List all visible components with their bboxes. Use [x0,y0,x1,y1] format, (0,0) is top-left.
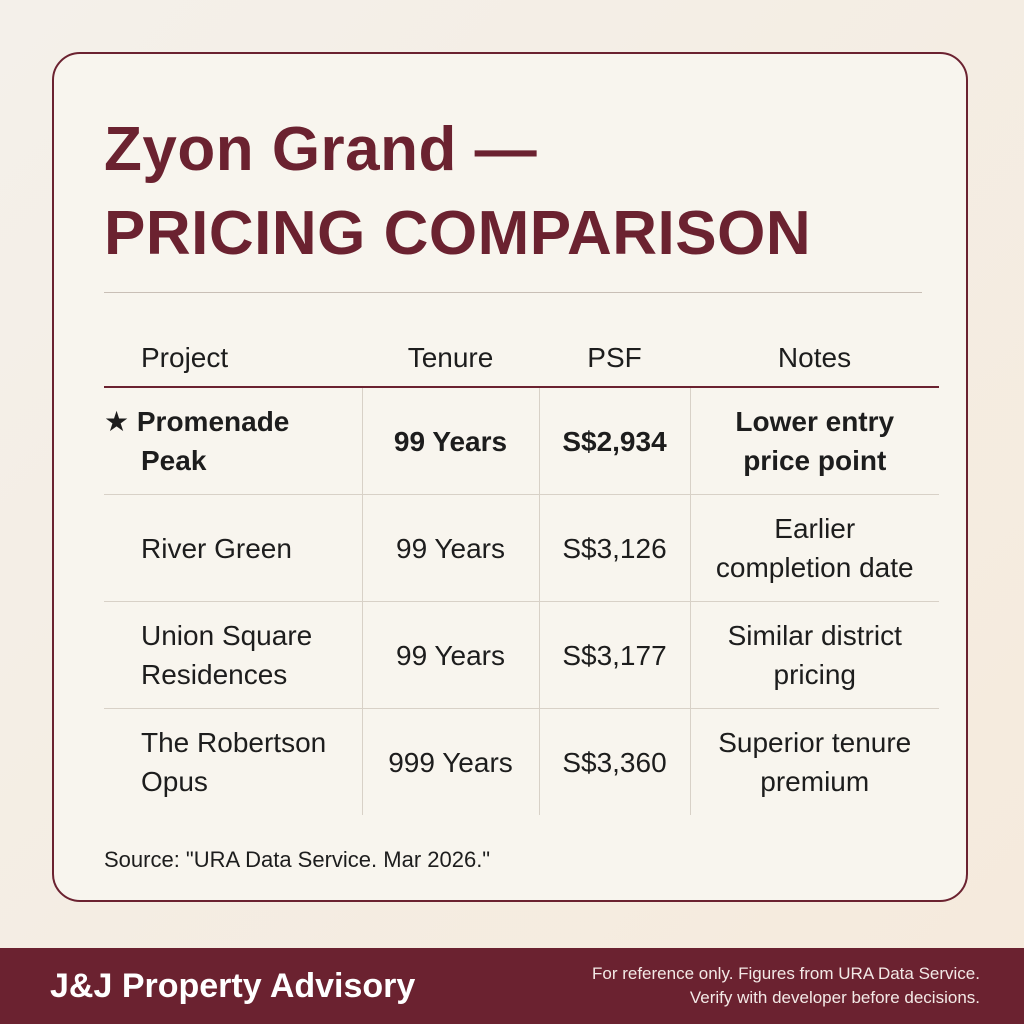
notes-cell: Superior tenure premium [689,708,939,815]
project-cell: ★ Promenade Peak [104,387,362,495]
table-row: ★ Promenade Peak 99 Years S$2,934 Lower entr… [104,387,939,495]
disclaimer: For reference only. Figures from URA Dat… [592,962,980,1010]
title: PRICING COMPARISON [104,199,812,268]
notes-cell: Lower entry price point [689,387,939,495]
project-cell-line: The Robertson [141,727,327,758]
disclaimer-line: Verify with developer before decisions. [689,988,980,1007]
tenure-cell: 999 Years [361,708,539,815]
table-body: ★ Promenade Peak 99 Years S$2,934 Lower entr… [104,387,939,815]
notes-cell-line: premium [760,766,870,797]
brand: J&J Property Advisory [50,967,416,1005]
table-row: The Robertson Opus 999 Years S$3,360 Superio… [104,708,939,816]
divider [104,292,922,293]
notes-cell-line: Superior tenure [718,727,912,758]
column-header: Project [104,330,362,388]
source: Source: "URA Data Service. Mar 2026." [104,847,491,872]
title: Zyon Grand — [104,115,538,184]
psf-cell: S$3,177 [538,601,690,709]
notes-cell: Earlier completion date [689,494,939,602]
psf-cell: S$3,360 [538,708,690,815]
project-cell: The Robertson Opus [104,709,362,816]
project-cell-line: Opus [141,766,208,797]
tenure-cell: 99 Years [361,494,539,602]
notes-cell-line: completion date [715,552,914,583]
table-row: Union Square Residences 99 Years S$3,177 Sim… [104,601,939,709]
notes-cell: Similar district pricing [689,601,939,709]
notes-cell-line: price point [743,445,887,476]
project-cell-line: Union Square [141,620,313,651]
project-cell: River Green [104,494,362,602]
project-cell-line: Peak [141,445,207,476]
project-cell: Union Square Residences [104,601,362,709]
project-cell-line: ★ Promenade [104,406,290,437]
notes-cell-line: Similar district [727,620,902,651]
footer: J&J Property Advisory For reference only… [0,948,1024,1024]
table: Project Tenure PSF Notes ★ Promenade Peak… [104,330,939,815]
column-header: Tenure [362,330,539,388]
project-cell-line: River Green [141,532,292,564]
notes-cell-line: Earlier [774,513,856,544]
psf-cell: S$3,126 [538,494,690,602]
card: Zyon Grand — PRICING COMPARISON Project … [52,52,968,902]
psf-cell: S$2,934 [538,387,690,495]
column-header: PSF [539,330,690,388]
tenure-cell: 99 Years [361,387,539,495]
notes-cell-line: Lower entry [735,406,895,437]
column-header: Notes [690,330,939,388]
notes-cell-line: pricing [773,659,856,690]
tenure-cell: 99 Years [361,601,539,709]
disclaimer-line: For reference only. Figures from URA Dat… [592,964,980,983]
project-cell-line: Residences [141,659,288,690]
table-row: River Green 99 Years S$3,126 Earlier complet… [104,494,939,602]
